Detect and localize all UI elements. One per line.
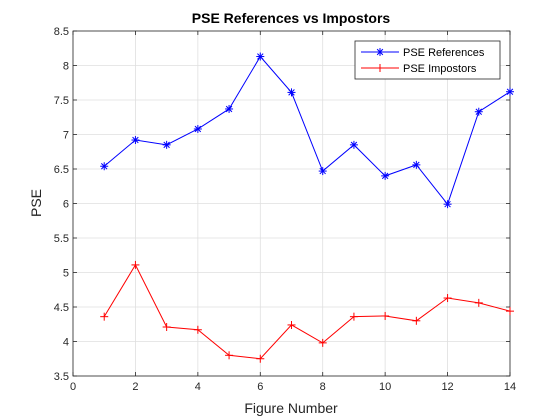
x-axis-label: Figure Number bbox=[244, 400, 338, 416]
data-point-d2 bbox=[225, 105, 233, 113]
x-tick-label: 14 bbox=[504, 381, 516, 393]
legend-entry-1: PSE Impostors bbox=[361, 63, 477, 75]
x-tick-label: 12 bbox=[441, 381, 453, 393]
data-point bbox=[225, 351, 234, 360]
y-axis-label: PSE bbox=[28, 189, 44, 217]
data-point bbox=[506, 307, 514, 316]
data-point bbox=[287, 88, 296, 97]
x-tick-label: 6 bbox=[257, 381, 263, 393]
data-point bbox=[412, 160, 421, 169]
legend-marker bbox=[376, 64, 384, 72]
x-tick-label: 4 bbox=[195, 381, 201, 393]
data-point bbox=[381, 171, 390, 180]
legend-label: PSE Impostors bbox=[403, 63, 477, 75]
data-point-d2 bbox=[319, 167, 326, 175]
data-point bbox=[349, 140, 358, 149]
legend-entries: PSE References PSE Impostors bbox=[361, 47, 485, 75]
data-point bbox=[506, 87, 514, 96]
series-0 bbox=[100, 52, 514, 209]
data-point bbox=[162, 323, 171, 332]
legend-marker bbox=[376, 48, 384, 56]
data-point bbox=[443, 200, 452, 209]
y-tick-label: 3.5 bbox=[54, 371, 69, 383]
y-tick-label: 7 bbox=[63, 130, 69, 142]
legend-box bbox=[354, 40, 501, 80]
ticks bbox=[72, 30, 511, 377]
data-point bbox=[225, 104, 234, 113]
legend-label: PSE References bbox=[403, 47, 485, 59]
data-point-d2 bbox=[194, 125, 202, 133]
data-point bbox=[381, 311, 390, 320]
data-point bbox=[287, 320, 296, 329]
data-point bbox=[349, 312, 358, 321]
x-tick-label: 2 bbox=[132, 381, 138, 393]
data-point bbox=[131, 260, 140, 269]
data-point-d2 bbox=[506, 88, 514, 95]
y-tick-label: 8.5 bbox=[54, 26, 69, 38]
data-point bbox=[443, 294, 452, 303]
data-point-d2 bbox=[132, 136, 139, 144]
series-layer bbox=[100, 52, 514, 363]
data-point-d2 bbox=[100, 163, 108, 170]
y-tick-label: 7.5 bbox=[54, 95, 69, 107]
chart-title: PSE References vs Impostors bbox=[192, 10, 391, 26]
y-tick-label: 5 bbox=[63, 268, 69, 280]
data-point-d2 bbox=[413, 161, 420, 169]
legend: PSE References PSE Impostors bbox=[354, 40, 501, 80]
x-tick-label: 8 bbox=[320, 381, 326, 393]
data-point-d2 bbox=[475, 108, 483, 115]
data-point bbox=[412, 316, 421, 325]
y-tick-label: 8 bbox=[63, 61, 69, 73]
data-point bbox=[318, 167, 327, 176]
data-point-d2 bbox=[350, 141, 358, 149]
series-1 bbox=[100, 260, 514, 363]
y-tick-label: 6.5 bbox=[54, 164, 69, 176]
series-line bbox=[103, 263, 511, 360]
data-point bbox=[256, 354, 265, 363]
data-point bbox=[131, 136, 140, 145]
legend-entry-0: PSE References bbox=[361, 47, 485, 59]
legend-marker-d2 bbox=[376, 48, 384, 56]
data-point-d2 bbox=[163, 141, 170, 149]
data-point-d2 bbox=[257, 53, 264, 60]
data-point bbox=[474, 107, 483, 116]
data-point bbox=[100, 162, 109, 171]
data-point bbox=[193, 124, 202, 133]
y-tick-label: 6 bbox=[63, 199, 69, 211]
x-tick-label: 10 bbox=[379, 381, 391, 393]
y-tick-label: 4 bbox=[63, 337, 69, 349]
y-tick-label: 5.5 bbox=[54, 233, 69, 245]
data-point-d2 bbox=[381, 172, 389, 180]
y-tick-label: 4.5 bbox=[54, 302, 69, 314]
data-point bbox=[256, 52, 265, 61]
data-point-d2 bbox=[288, 89, 295, 96]
x-tick-label: 0 bbox=[70, 381, 76, 393]
data-point bbox=[318, 338, 327, 347]
data-point bbox=[100, 312, 109, 321]
tick-labels: 0 2 4 6 8 10 12 14 3.5 4 4.5 5 5.5 6 6.5 7 7.5 8 8.5 bbox=[54, 26, 516, 393]
data-point bbox=[474, 298, 483, 307]
data-point bbox=[193, 325, 202, 334]
data-point-d2 bbox=[444, 200, 451, 208]
series-line bbox=[103, 55, 511, 206]
data-point bbox=[162, 140, 171, 149]
